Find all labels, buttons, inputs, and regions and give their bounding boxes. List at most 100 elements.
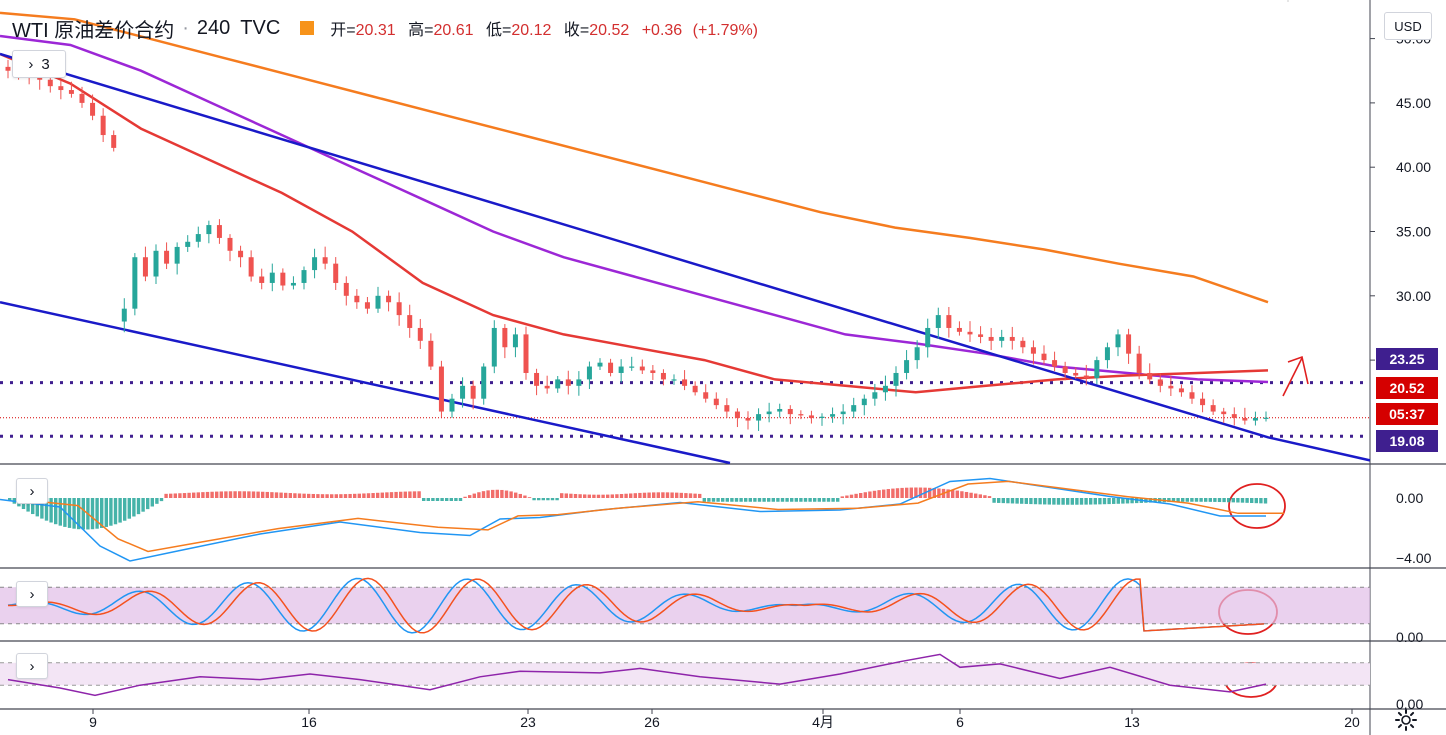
candle-body: [100, 115, 106, 136]
interval[interactable]: 240: [196, 16, 231, 39]
macd-histogram-bar: [1213, 498, 1217, 502]
candle-body: [1115, 334, 1121, 348]
macd-histogram-bar: [362, 493, 366, 498]
upper-trend-line: [0, 52, 1371, 462]
time-axis[interactable]: 9 16 23 26 4月 6 13 20: [89, 709, 1360, 730]
macd-histogram-bar: [136, 498, 141, 515]
macd-histogram-bar: [274, 492, 279, 498]
macd-histogram-bar: [261, 491, 265, 498]
macd-histogram-bar: [155, 498, 159, 504]
macd-histogram-bar: [1079, 498, 1084, 505]
rsi-collapse-button[interactable]: ›: [16, 653, 48, 679]
macd-histogram-bar: [159, 498, 164, 502]
macd-histogram-bar: [785, 498, 789, 502]
macd-histogram-bar: [1121, 498, 1125, 504]
candle-body: [756, 414, 762, 421]
macd-histogram-bar: [353, 493, 357, 498]
macd-histogram-bar: [514, 492, 518, 498]
macd-histogram-bar: [955, 490, 959, 498]
settings-gear-icon[interactable]: [1394, 708, 1418, 732]
candle-body: [1221, 411, 1227, 415]
low-value: 20.12: [511, 22, 552, 39]
macd-histogram-bar: [399, 491, 403, 498]
macd-histogram-bar: [500, 489, 504, 498]
price-tick-label: 40.00: [1396, 159, 1431, 175]
macd-histogram-bar: [178, 493, 182, 498]
symbol-name[interactable]: WTI 原油差价合约: [12, 19, 175, 42]
candle-body: [481, 366, 487, 399]
macd-collapse-button[interactable]: ›: [16, 478, 48, 504]
currency-button[interactable]: USD: [1384, 12, 1432, 40]
macd-histogram-bar: [1263, 498, 1268, 504]
macd-histogram-bar: [233, 491, 237, 498]
candle-body: [1147, 372, 1153, 380]
macd-histogram-bar: [1029, 498, 1033, 505]
macd-histogram-bar: [210, 491, 214, 498]
candle-body: [861, 398, 867, 406]
macd-histogram-bar: [440, 498, 444, 501]
macd-histogram-bar: [1254, 498, 1258, 504]
macd-histogram-bar: [389, 492, 394, 498]
macd-histogram-bar: [458, 498, 463, 501]
macd-histogram-bar: [1061, 498, 1065, 505]
candle-body: [608, 362, 614, 373]
macd-histogram-bar: [1070, 498, 1074, 505]
macd-histogram-bar: [1010, 498, 1015, 504]
macd-histogram-bar: [523, 495, 527, 498]
candle-body: [512, 334, 518, 348]
ohlc-values: 开=20.31 高=20.61 低=20.12 收=20.52 +0.36 (+…: [330, 22, 759, 39]
macd-histogram-bar: [495, 489, 499, 498]
candle-body: [1030, 347, 1036, 354]
macd-histogram-bar: [182, 493, 187, 498]
macd-histogram-bar: [964, 491, 969, 498]
stochastic-pane: [0, 577, 1370, 634]
macd-histogram-bar: [196, 492, 200, 498]
macd-histogram-bar: [1015, 498, 1019, 504]
stoch-collapse-button[interactable]: ›: [16, 581, 48, 607]
candle-body: [491, 327, 497, 367]
macd-histogram-bar: [587, 494, 591, 498]
macd-histogram-bar: [675, 492, 679, 498]
macd-histogram-bar: [914, 487, 918, 498]
ma-red-line: [0, 52, 1269, 394]
macd-histogram-bar: [840, 496, 844, 498]
macd-histogram-bar: [647, 492, 651, 498]
candle-body: [882, 385, 888, 393]
candle-body: [988, 336, 994, 341]
indicators-toggle-button[interactable]: › 3: [12, 50, 66, 78]
price-axis[interactable]: 50.0045.0040.0035.0030.0025.000.00−4.000…: [1370, 31, 1432, 712]
candle-body: [1020, 340, 1026, 348]
macd-histogram-bar: [1093, 498, 1097, 505]
macd-histogram-bar: [311, 493, 315, 498]
candle-body: [460, 385, 466, 399]
macd-tick-label: −4.00: [1396, 550, 1432, 566]
macd-histogram-bar: [744, 498, 748, 502]
macd-line: [0, 477, 1266, 562]
macd-histogram-bar: [1217, 498, 1222, 503]
macd-histogram-bar: [946, 489, 950, 498]
macd-histogram-bar: [8, 498, 12, 501]
macd-histogram-bar: [238, 491, 242, 498]
candle-body: [37, 77, 43, 80]
candle-body: [840, 411, 846, 415]
macd-histogram-bar: [578, 494, 582, 498]
candle-body: [68, 90, 74, 94]
time-tick-label: 20: [1344, 714, 1360, 730]
candle-body: [470, 385, 476, 399]
candle-body: [153, 250, 159, 277]
macd-histogram-bar: [297, 493, 302, 498]
macd-histogram-bar: [537, 498, 541, 501]
macd-histogram-bar: [256, 491, 260, 498]
macd-histogram-bar: [201, 492, 205, 498]
candle-body: [343, 282, 349, 296]
macd-histogram-bar: [127, 498, 131, 519]
high-value: 20.61: [433, 22, 474, 39]
trend-lines[interactable]: [0, 52, 1371, 465]
macd-histogram-bar: [1240, 498, 1245, 503]
chevron-right-icon: ›: [29, 657, 35, 675]
macd-histogram-bar: [100, 498, 104, 528]
macd-histogram-bar: [77, 498, 81, 530]
macd-histogram-bar: [1047, 498, 1051, 505]
macd-histogram-bar: [831, 498, 835, 502]
